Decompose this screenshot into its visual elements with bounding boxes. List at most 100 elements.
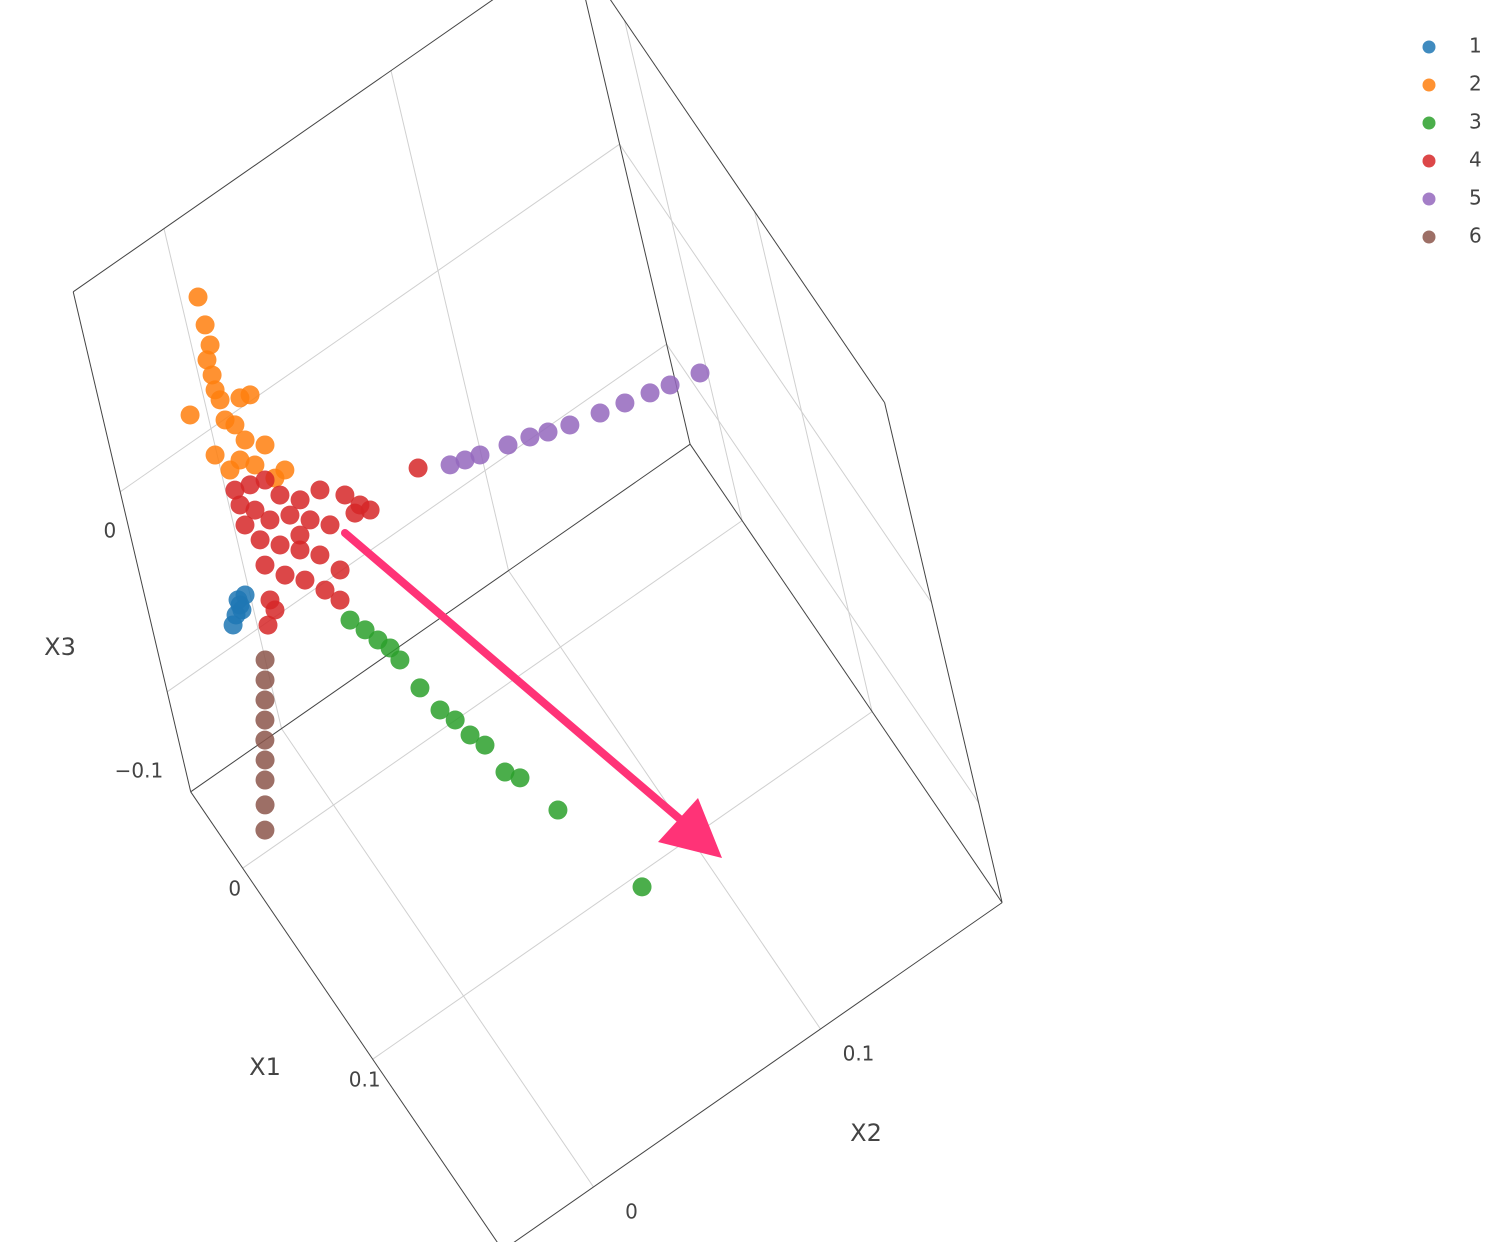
point	[255, 435, 275, 455]
point	[455, 450, 475, 470]
legend-label[interactable]: 6	[1469, 224, 1482, 248]
point	[495, 762, 515, 782]
legend-label[interactable]: 3	[1469, 110, 1482, 134]
point	[548, 800, 568, 820]
axis-line	[884, 402, 1003, 903]
point	[460, 725, 480, 745]
point	[223, 615, 243, 635]
x-tick-label: 0	[228, 877, 241, 901]
axis-line	[190, 791, 498, 1242]
point	[270, 535, 290, 555]
point	[335, 485, 355, 505]
point	[310, 480, 330, 500]
point	[255, 750, 275, 770]
point	[232, 600, 252, 620]
point	[290, 490, 310, 510]
point	[538, 422, 558, 442]
point	[258, 615, 278, 635]
point	[390, 650, 410, 670]
point	[632, 877, 652, 897]
z-grid-line	[166, 343, 980, 803]
point	[560, 415, 580, 435]
point	[320, 515, 340, 535]
z-tick-label: −0.1	[115, 758, 164, 782]
point	[408, 458, 428, 478]
point	[355, 620, 375, 640]
point	[240, 475, 260, 495]
point	[498, 435, 518, 455]
point	[220, 460, 240, 480]
axis-line	[609, 0, 886, 403]
point	[510, 768, 530, 788]
point	[445, 710, 465, 730]
point	[430, 700, 450, 720]
annotation-arrow	[341, 529, 722, 858]
point	[345, 503, 365, 523]
point	[195, 315, 215, 335]
arrow-head	[658, 798, 722, 858]
point	[210, 390, 230, 410]
point	[330, 590, 350, 610]
point	[295, 570, 315, 590]
point	[200, 335, 220, 355]
z-tick-label: 0	[103, 518, 116, 542]
point	[255, 820, 275, 840]
points-layer	[180, 287, 710, 897]
point	[300, 510, 320, 530]
arrow-shaft	[341, 529, 692, 830]
labels-layer: X1 X2 X3 0 0.1 0 0.1 0 −0.1	[44, 518, 882, 1223]
legend-label[interactable]: 4	[1469, 148, 1482, 172]
point	[245, 500, 265, 520]
point	[340, 610, 360, 630]
point	[202, 365, 222, 385]
point	[225, 480, 245, 500]
point	[290, 525, 310, 545]
point	[590, 403, 610, 423]
point	[440, 455, 460, 475]
x-grid-line	[242, 20, 743, 869]
point	[615, 393, 635, 413]
legend-marker[interactable]	[1422, 230, 1436, 244]
point	[310, 545, 330, 565]
point	[240, 385, 260, 405]
y-tick-label: 0	[625, 1200, 638, 1224]
legend-marker[interactable]	[1422, 78, 1436, 92]
legend-marker[interactable]	[1422, 154, 1436, 168]
point	[360, 500, 380, 520]
point	[690, 363, 710, 383]
point	[260, 510, 280, 530]
y-grid-line	[163, 228, 594, 1188]
legend-marker[interactable]	[1422, 192, 1436, 206]
legend-marker[interactable]	[1422, 116, 1436, 130]
point	[255, 795, 275, 815]
legend-marker[interactable]	[1422, 40, 1436, 54]
point	[470, 445, 490, 465]
point	[255, 690, 275, 710]
point	[330, 560, 350, 580]
point	[235, 515, 255, 535]
point	[255, 555, 275, 575]
point	[235, 430, 255, 450]
legend-label[interactable]: 2	[1469, 72, 1482, 96]
point	[197, 350, 217, 370]
point	[188, 287, 208, 307]
legend-label[interactable]: 5	[1469, 186, 1482, 210]
z-grid-line	[119, 143, 933, 603]
point	[230, 495, 250, 515]
point	[205, 445, 225, 465]
point	[520, 427, 540, 447]
legend-label[interactable]: 1	[1469, 34, 1482, 58]
point	[290, 540, 310, 560]
point	[410, 678, 430, 698]
legend: 1 2 3 4 5 6	[1422, 34, 1482, 248]
point	[255, 670, 275, 690]
x-grid-line	[372, 211, 873, 1060]
y-grid-line	[390, 70, 821, 1030]
x-tick-label: 0.1	[349, 1068, 381, 1092]
point	[265, 600, 285, 620]
point	[640, 383, 660, 403]
point	[270, 485, 290, 505]
point	[255, 650, 275, 670]
point	[280, 505, 300, 525]
